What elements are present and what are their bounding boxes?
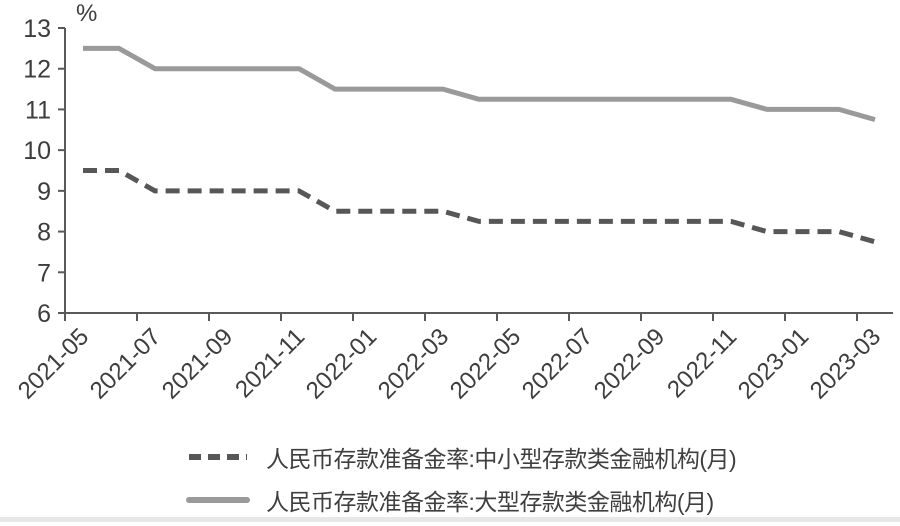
y-tick-label: 12 — [23, 56, 51, 84]
x-tick-label: 2022-03 — [373, 323, 454, 404]
x-tick-label: 2022-11 — [662, 323, 742, 403]
x-tick-label: 2022-01 — [301, 323, 382, 404]
x-tick-label: 2022-05 — [445, 323, 526, 404]
y-tick-label: 7 — [37, 259, 51, 287]
x-tick-label: 2021-09 — [157, 323, 238, 404]
dashed-line-swatch-icon — [189, 454, 247, 460]
y-tick-label: 8 — [37, 219, 51, 247]
x-tick-label: 2023-01 — [733, 323, 814, 404]
x-tick-label: 2021-11 — [230, 323, 310, 403]
y-tick-label: 11 — [25, 96, 51, 124]
chart-legend: 人民币存款准备金率:中小型存款类金融机构(月) 人民币存款准备金率:大型存款类金… — [186, 442, 737, 515]
chart-canvas: 6 7 8 9 10 11 12 13% 2021-052021-072021-092021-1… — [13, 0, 893, 405]
y-tick-label: 10 — [23, 137, 51, 165]
legend-label: 人民币存款准备金率:大型存款类金融机构(月) — [266, 489, 714, 515]
x-tick-label: 2021-05 — [13, 323, 94, 404]
solid-line-swatch-icon — [186, 497, 250, 503]
series-line-1 — [83, 45, 876, 123]
bottom-divider — [0, 517, 900, 522]
x-tick-label: 2021-07 — [85, 323, 166, 404]
legend-item-large-institutions: 人民币存款准备金率:大型存款类金融机构(月) — [186, 485, 736, 515]
x-tick-label: 2022-07 — [517, 323, 598, 404]
y-tick-label: 9 — [37, 178, 51, 206]
chart-area: 6 7 8 9 10 11 12 13% 2021-05 2021-07 2021-09 2021-1… — [13, 0, 893, 405]
series-line-0 — [83, 168, 876, 245]
x-tick-label: 2022-09 — [589, 323, 670, 404]
x-tick-label: 2023-03 — [805, 323, 886, 404]
y-tick-label: 6 — [37, 300, 51, 328]
y-axis-unit-label: % — [76, 0, 97, 27]
legend-label: 人民币存款准备金率:中小型存款类金融机构(月) — [266, 446, 737, 472]
legend-item-small-medium-institutions: 人民币存款准备金率:中小型存款类金融机构(月) — [186, 442, 737, 472]
y-tick-label: 13 — [23, 15, 51, 43]
